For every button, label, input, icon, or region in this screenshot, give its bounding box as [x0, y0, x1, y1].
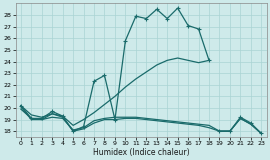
X-axis label: Humidex (Indice chaleur): Humidex (Indice chaleur): [93, 148, 189, 156]
